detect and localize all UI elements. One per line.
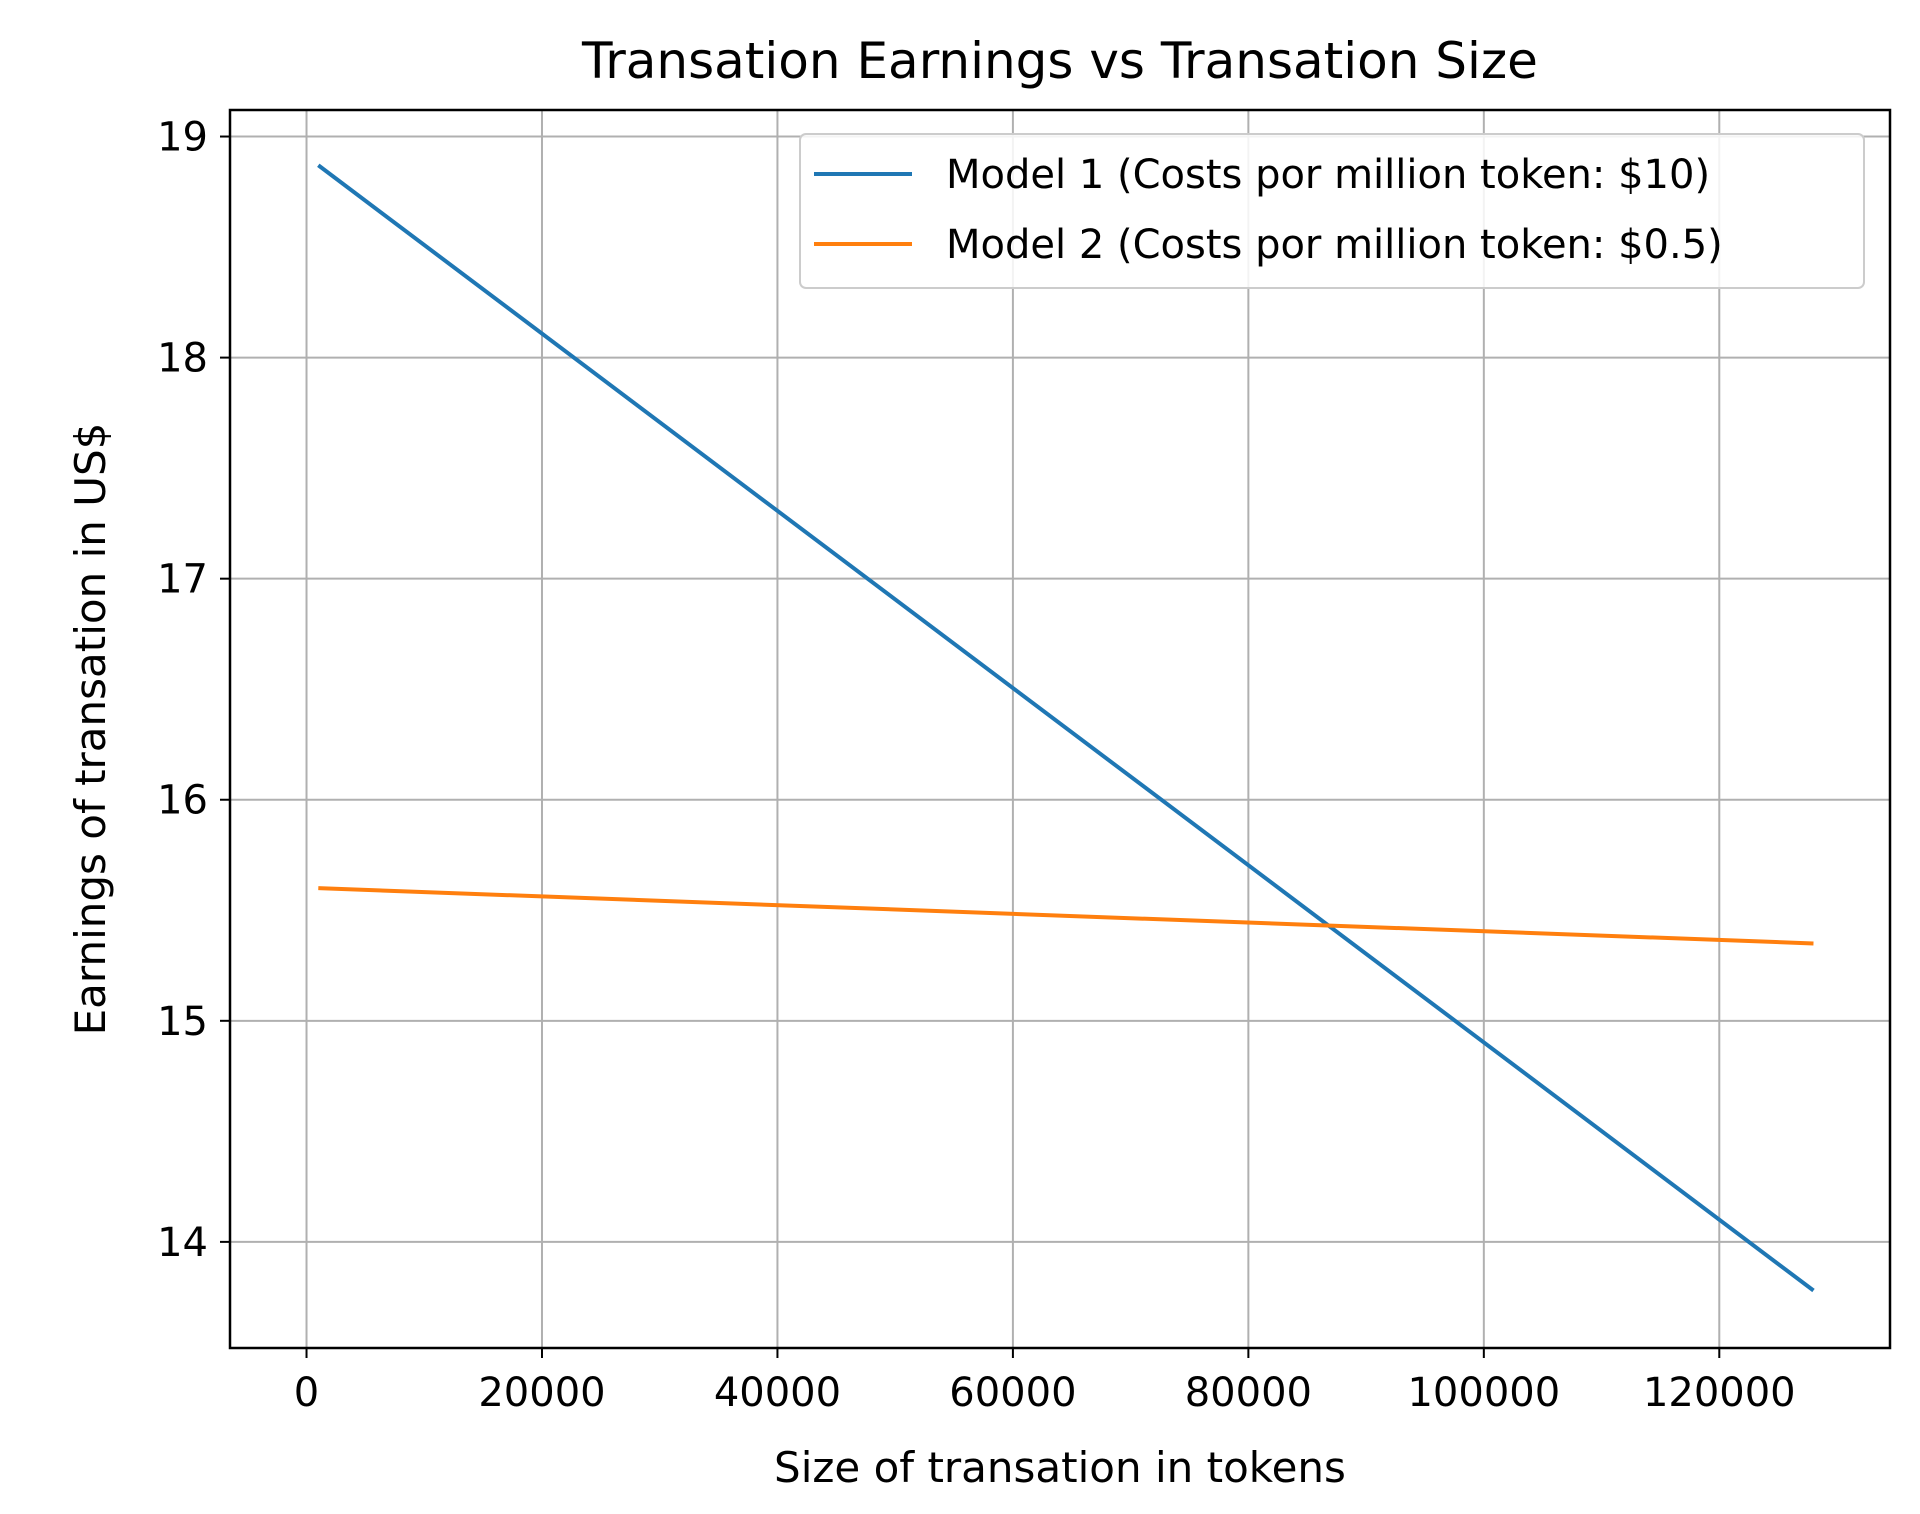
chart-title: Transation Earnings vs Transation Size	[581, 32, 1538, 90]
y-tick-label: 17	[157, 557, 208, 603]
x-tick-label: 60000	[949, 1370, 1076, 1416]
series-group	[317, 163, 1815, 1293]
y-axis-label: Earnings of transation in US$	[66, 423, 115, 1036]
y-tick-label: 18	[157, 336, 208, 382]
y-tick-label: 14	[157, 1220, 208, 1266]
legend: Model 1 (Costs por million token: $10) Mo…	[799, 133, 1865, 289]
y-tick-label: 16	[157, 778, 208, 824]
x-axis-label: Size of transation in tokens	[774, 1443, 1346, 1492]
series-line	[318, 886, 1814, 946]
x-tick-label: 20000	[478, 1370, 605, 1416]
x-tick-label: 0	[294, 1370, 319, 1416]
x-tick-label: 100000	[1407, 1370, 1560, 1416]
series-line	[317, 163, 1815, 1293]
x-tick-label: 120000	[1643, 1370, 1796, 1416]
plot-frame	[228, 108, 1892, 1350]
axis-ticks: 0 20000 40000 60000 80000 100000 120000 14 15 16 1…	[157, 115, 1796, 1416]
y-tick-label: 19	[157, 115, 208, 161]
legend-box	[799, 133, 1865, 289]
y-tick-label: 15	[157, 999, 208, 1045]
grid	[230, 110, 1890, 1348]
x-tick-label: 80000	[1185, 1370, 1312, 1416]
legend-entry-label: Model 2 (Costs por million token: $0.5)	[946, 222, 1723, 268]
x-tick-label: 40000	[714, 1370, 841, 1416]
legend-entry-label: Model 1 (Costs por million token: $10)	[946, 152, 1710, 198]
